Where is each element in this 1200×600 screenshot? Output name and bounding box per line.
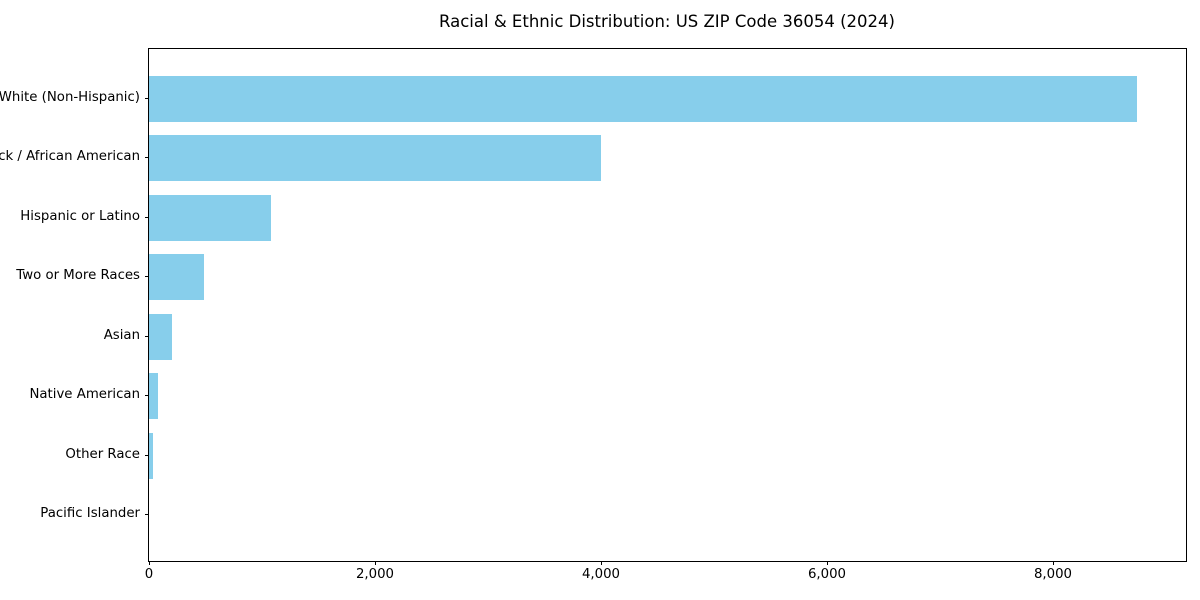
y-axis-label-two-or-more-races: Two or More Races [16, 268, 140, 284]
bar-hispanic-or-latino [149, 194, 271, 241]
y-tick-mark [145, 276, 149, 278]
y-axis-label-other-race: Other Race [65, 446, 140, 462]
plot-area [148, 48, 1187, 562]
x-tick-label-4000: 4,000 [581, 567, 621, 582]
bar-native-american [149, 373, 158, 420]
x-tick-label-0: 0 [144, 567, 154, 582]
y-tick-mark [145, 216, 149, 218]
bar-black-african-american [149, 135, 601, 182]
x-tick-mark [600, 561, 602, 565]
y-axis-label-white-non-hispanic: White (Non-Hispanic) [0, 89, 140, 105]
chart-title: Racial & Ethnic Distribution: US ZIP Cod… [439, 12, 895, 31]
bar-asian [149, 313, 172, 360]
x-tick-mark [374, 561, 376, 565]
y-axis-label-native-american: Native American [29, 387, 140, 403]
x-tick-mark [1052, 561, 1054, 565]
x-tick-mark [826, 561, 828, 565]
y-tick-mark [145, 335, 149, 337]
y-axis-label-hispanic-or-latino: Hispanic or Latino [20, 208, 140, 224]
y-axis-label-black-african-american: Black / African American [0, 149, 140, 165]
y-axis-label-pacific-islander: Pacific Islander [40, 506, 140, 522]
y-tick-mark [145, 157, 149, 159]
x-tick-label-8000: 8,000 [1033, 567, 1073, 582]
y-tick-mark [145, 454, 149, 456]
x-tick-label-6000: 6,000 [807, 567, 847, 582]
y-axis-label-asian: Asian [103, 327, 140, 343]
x-tick-mark [149, 561, 150, 565]
bar-two-or-more-races [149, 254, 204, 301]
bar-white-non-hispanic [149, 75, 1137, 122]
bar-other-race [149, 432, 153, 479]
y-tick-mark [145, 514, 149, 516]
x-tick-label-2000: 2,000 [355, 567, 395, 582]
y-tick-mark [145, 395, 149, 397]
y-tick-mark [145, 97, 149, 99]
